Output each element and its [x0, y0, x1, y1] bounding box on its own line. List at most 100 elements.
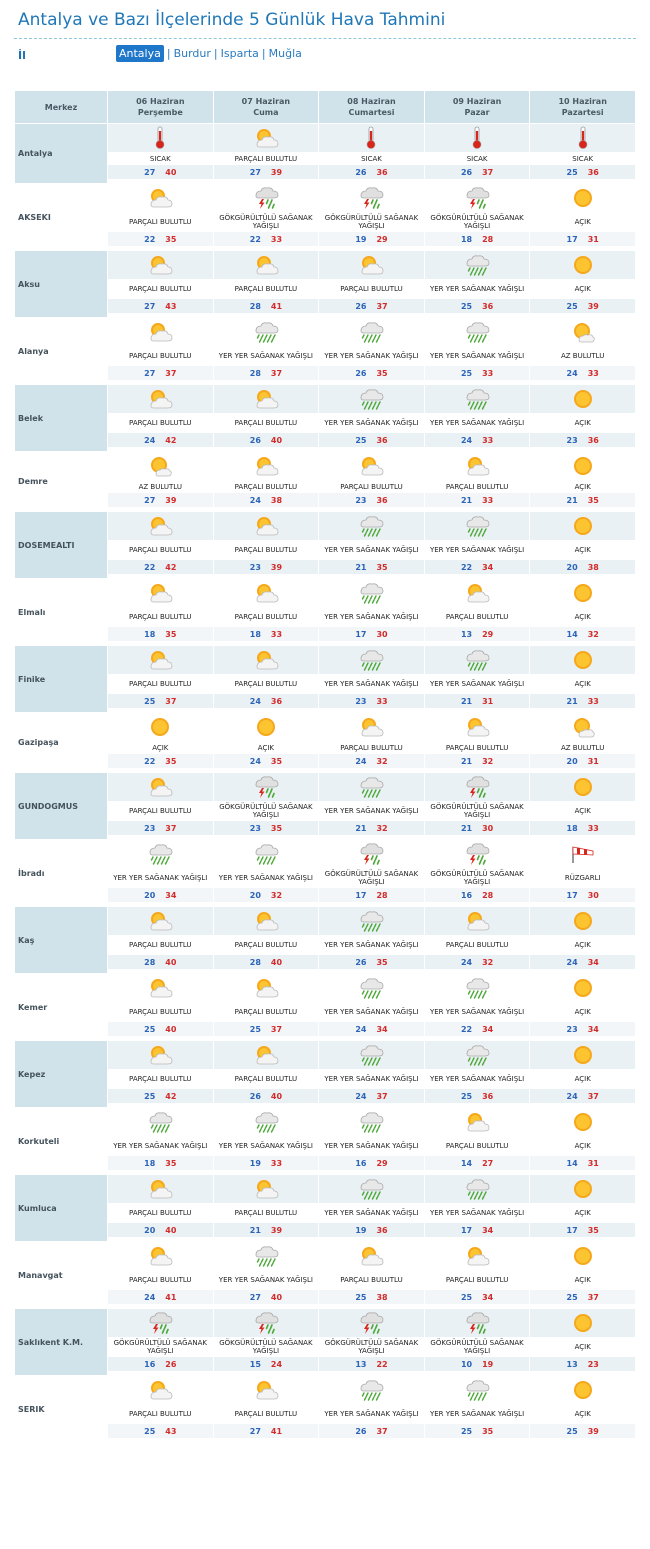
province-link-burdur[interactable]: Burdur [173, 47, 211, 60]
temperature-range: 23 39 [213, 560, 319, 574]
sun-icon [108, 713, 213, 741]
weather-description: PARÇALI BULUTLU [108, 1270, 213, 1290]
showers-icon [425, 974, 530, 1002]
partly-cloudy-icon [108, 579, 213, 607]
forecast-cell: AÇIK 13 23 [530, 1309, 635, 1375]
header-date: 08 Haziran [347, 97, 396, 106]
temperature-range: 24 33 [424, 433, 530, 447]
temperature-range: 23 34 [530, 1022, 635, 1036]
min-temperature: 25 [566, 1426, 578, 1436]
province-link-isparta[interactable]: Isparta [220, 47, 259, 60]
province-label: İl [18, 49, 26, 62]
max-temperature: 37 [376, 1426, 388, 1436]
forecast-cell: YER YER SAĞANAK YAĞIŞLI 26 35 [319, 907, 424, 973]
forecast-cell: YER YER SAĞANAK YAĞIŞLI 19 33 [213, 1108, 319, 1174]
mostly-sunny-icon [530, 318, 635, 346]
forecast-cell: AÇIK 21 33 [530, 646, 635, 712]
weather-description: PARÇALI BULUTLU [424, 1136, 530, 1156]
min-temperature: 20 [144, 1225, 156, 1235]
max-temperature: 28 [482, 234, 494, 244]
forecast-cell: YER YER SAĞANAK YAĞIŞLI 28 37 [213, 318, 319, 384]
max-temperature: 30 [587, 890, 599, 900]
table-row: Alanya PARÇALI BULUTLU 27 37 YER YER SAĞANAK… [15, 318, 635, 384]
forecast-cell: AÇIK 24 35 [213, 713, 319, 772]
weather-description: YER YER SAĞANAK YAĞIŞLI [319, 607, 424, 627]
sun-icon [530, 1175, 635, 1203]
page-title: Antalya ve Bazı İlçelerinde 5 Günlük Hav… [18, 10, 446, 30]
temperature-range: 13 29 [424, 627, 530, 641]
max-temperature: 40 [165, 957, 177, 967]
partly-cloudy-icon [108, 385, 213, 413]
max-temperature: 24 [270, 1359, 283, 1369]
weather-description: AÇIK [530, 480, 635, 493]
min-temperature: 21 [249, 1225, 261, 1235]
temperature-range: 21 39 [213, 1223, 319, 1237]
temperature-range: 21 33 [530, 694, 635, 708]
temperature-range: 25 34 [424, 1290, 530, 1304]
weather-description: YER YER SAĞANAK YAĞIŞLI [319, 1404, 424, 1424]
weather-description: AÇIK [530, 1337, 635, 1357]
forecast-cell: YER YER SAĞANAK YAĞIŞLI 18 35 [108, 1108, 213, 1174]
city-name: GUNDOGMUS [15, 773, 107, 839]
max-temperature: 35 [587, 495, 599, 505]
max-temperature: 38 [270, 495, 283, 505]
forecast-cell: GÖKGÜRÜLTÜLÜ SAĞANAK YAĞIŞLI 18 28 [424, 184, 530, 250]
max-temperature: 33 [270, 234, 283, 244]
showers-icon [319, 1041, 424, 1069]
min-temperature: 25 [355, 435, 367, 445]
min-temperature: 26 [249, 435, 261, 445]
max-temperature: 36 [270, 696, 283, 706]
province-link-antalya[interactable]: Antalya [116, 45, 164, 62]
max-temperature: 33 [587, 368, 599, 378]
min-temperature: 17 [566, 1225, 578, 1235]
province-selector: Antalya | Burdur | Isparta | Muğla [116, 45, 302, 62]
weather-description: YER YER SAĞANAK YAĞIŞLI [108, 868, 213, 888]
temperature-range: 16 28 [424, 888, 530, 902]
weather-description: PARÇALI BULUTLU [424, 935, 530, 955]
weather-description: PARÇALI BULUTLU [108, 801, 213, 821]
partly-cloudy-icon [425, 1242, 530, 1270]
weather-description: AÇIK [530, 1270, 635, 1290]
sun-icon [530, 1376, 635, 1404]
header-day: 09 Haziran Pazar [424, 91, 530, 123]
header-weekday: Cuma [253, 108, 279, 117]
forecast-cell: PARÇALI BULUTLU 23 39 [213, 512, 319, 578]
temperature-range: 24 38 [213, 493, 319, 507]
max-temperature: 23 [587, 1359, 599, 1369]
temperature-range: 25 39 [530, 1424, 635, 1438]
showers-icon [425, 1376, 530, 1404]
min-temperature: 14 [566, 629, 578, 639]
min-temperature: 28 [249, 957, 261, 967]
max-temperature: 36 [482, 301, 494, 311]
forecast-cell: PARÇALI BULUTLU 24 36 [213, 646, 319, 712]
temperature-range: 22 34 [424, 1022, 530, 1036]
min-temperature: 21 [566, 696, 578, 706]
min-temperature: 20 [566, 756, 578, 766]
min-temperature: 26 [355, 167, 367, 177]
min-temperature: 26 [355, 1426, 367, 1436]
min-temperature: 24 [355, 1024, 367, 1034]
min-temperature: 27 [144, 495, 156, 505]
max-temperature: 34 [482, 1024, 494, 1034]
weather-description: GÖKGÜRÜLTÜLÜ SAĞANAK YAĞIŞLI [424, 1337, 530, 1357]
sun-icon [530, 385, 635, 413]
forecast-cell: AÇIK 24 37 [530, 1041, 635, 1107]
forecast-cell: YER YER SAĞANAK YAĞIŞLI 27 40 [213, 1242, 319, 1308]
partly-cloudy-icon [213, 124, 319, 152]
min-temperature: 16 [460, 890, 473, 900]
weather-description: AÇIK [530, 1136, 635, 1156]
weather-description: PARÇALI BULUTLU [108, 1069, 213, 1089]
weather-description: PARÇALI BULUTLU [213, 152, 319, 165]
sun-icon [214, 713, 319, 741]
max-temperature: 30 [482, 823, 494, 833]
forecast-cell: GÖKGÜRÜLTÜLÜ SAĞANAK YAĞIŞLI 21 30 [424, 773, 530, 839]
forecast-cell: YER YER SAĞANAK YAĞIŞLI 25 33 [424, 318, 530, 384]
weather-description: YER YER SAĞANAK YAĞIŞLI [319, 413, 424, 433]
temperature-range: 19 33 [213, 1156, 319, 1170]
province-link-mugla[interactable]: Muğla [268, 47, 302, 60]
showers-icon [108, 1108, 213, 1136]
table-row: Manavgat PARÇALI BULUTLU 24 41 YER YER SAĞAN… [15, 1242, 635, 1308]
partly-cloudy-icon [319, 713, 424, 741]
temperature-range: 27 37 [108, 366, 213, 380]
partly-cloudy-icon [214, 974, 319, 1002]
